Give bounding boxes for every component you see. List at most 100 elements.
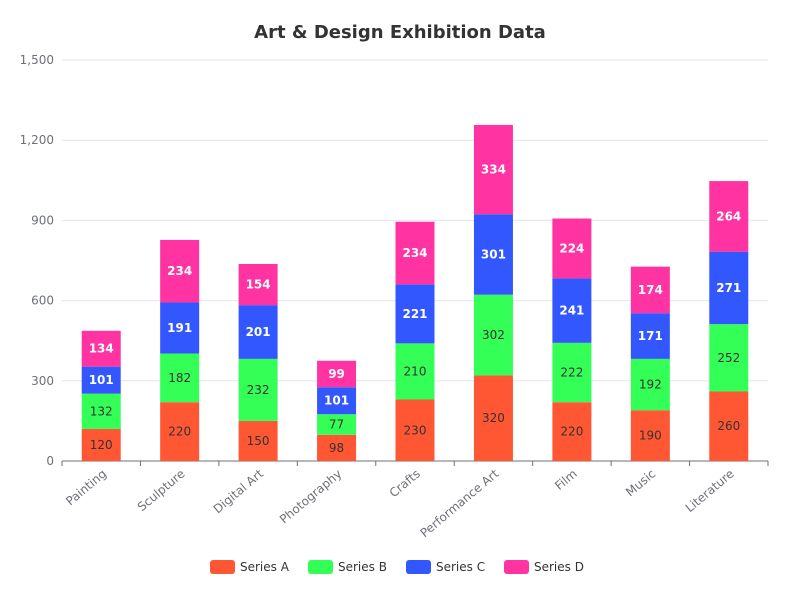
- bar-segment[interactable]: [395, 399, 435, 461]
- y-tick-label: 1,500: [20, 53, 54, 67]
- data-label: 192: [639, 378, 662, 392]
- data-label: 224: [559, 241, 584, 255]
- data-label: 150: [247, 434, 270, 448]
- bar-segment[interactable]: [395, 284, 435, 344]
- data-label: 301: [481, 247, 506, 261]
- bar-segment[interactable]: [552, 218, 592, 279]
- legend[interactable]: Series A Series B Series C Series D: [210, 560, 584, 574]
- x-tick-label: Literature: [683, 467, 737, 515]
- bar-segment[interactable]: [238, 420, 278, 461]
- data-label: 252: [717, 351, 740, 365]
- y-tick-label: 300: [31, 374, 54, 388]
- data-label: 201: [246, 325, 271, 339]
- bar-segment[interactable]: [552, 402, 592, 461]
- legend-swatch: [504, 560, 529, 574]
- bar-segment[interactable]: [81, 366, 121, 394]
- legend-label: Series A: [240, 560, 290, 574]
- data-labels: 120 132 101 134 220 182 191 234 150 232 201 154 98 77…: [89, 163, 742, 455]
- x-tick-label: Photography: [277, 467, 345, 527]
- data-label: 174: [638, 283, 663, 297]
- data-label: 260: [717, 419, 740, 433]
- bar-segment[interactable]: [81, 330, 121, 367]
- bar-segment[interactable]: [160, 402, 200, 461]
- x-tick-label: Film: [552, 467, 580, 493]
- x-tick-label: Music: [623, 467, 658, 500]
- y-tick-label: 600: [31, 294, 54, 308]
- bar-segment[interactable]: [473, 375, 513, 461]
- data-label: 320: [482, 411, 505, 425]
- bar-segment[interactable]: [709, 181, 749, 252]
- data-label: 77: [329, 418, 344, 432]
- data-label: 264: [716, 209, 741, 223]
- data-label: 230: [404, 423, 427, 437]
- legend-swatch: [210, 560, 235, 574]
- bar-segment[interactable]: [160, 239, 200, 303]
- bar-segment[interactable]: [473, 124, 513, 215]
- legend-item[interactable]: Series D: [504, 560, 584, 574]
- data-label: 134: [89, 342, 114, 356]
- bar-series: [81, 124, 749, 461]
- y-tick-label: 0: [46, 454, 54, 468]
- data-label: 234: [402, 246, 427, 260]
- data-label: 191: [167, 321, 192, 335]
- chart-title: Art & Design Exhibition Data: [254, 22, 546, 43]
- bar-segment[interactable]: [552, 278, 592, 343]
- data-label: 220: [560, 425, 583, 439]
- data-label: 221: [402, 307, 427, 321]
- bar-segment[interactable]: [473, 294, 513, 376]
- legend-label: Series B: [338, 560, 387, 574]
- x-tick-label: Painting: [63, 467, 109, 509]
- bar-segment[interactable]: [630, 266, 670, 314]
- bar-segment[interactable]: [473, 214, 513, 295]
- bar-segment[interactable]: [709, 324, 749, 392]
- data-label: 132: [90, 404, 113, 418]
- bar-segment[interactable]: [630, 358, 670, 411]
- bar-segment[interactable]: [81, 393, 121, 429]
- data-label: 210: [404, 364, 427, 378]
- bar-segment[interactable]: [238, 263, 278, 306]
- legend-item[interactable]: Series A: [210, 560, 290, 574]
- legend-swatch: [308, 560, 333, 574]
- bar-segment[interactable]: [160, 353, 200, 403]
- bar-segment[interactable]: [317, 434, 357, 461]
- bar-segment[interactable]: [395, 343, 435, 400]
- data-label: 232: [247, 383, 270, 397]
- bar-segment[interactable]: [317, 360, 357, 388]
- bar-segment[interactable]: [81, 428, 121, 461]
- data-label: 334: [481, 163, 506, 177]
- bar-segment[interactable]: [630, 313, 670, 359]
- bar-segment[interactable]: [238, 305, 278, 359]
- data-label: 154: [246, 278, 271, 292]
- data-label: 98: [329, 441, 344, 455]
- bar-segment[interactable]: [160, 302, 200, 354]
- data-label: 120: [90, 438, 113, 452]
- data-label: 171: [638, 329, 663, 343]
- legend-item[interactable]: Series C: [406, 560, 485, 574]
- bar-segment[interactable]: [395, 221, 435, 285]
- data-label: 101: [324, 394, 349, 408]
- legend-item[interactable]: Series B: [308, 560, 387, 574]
- legend-label: Series D: [534, 560, 584, 574]
- bar-segment[interactable]: [709, 391, 749, 461]
- bar-segment[interactable]: [552, 342, 592, 403]
- data-label: 101: [89, 373, 114, 387]
- legend-label: Series C: [436, 560, 485, 574]
- bar-segment[interactable]: [709, 251, 749, 325]
- bar-segment[interactable]: [317, 387, 357, 415]
- y-tick-label: 1,200: [20, 133, 54, 147]
- data-label: 190: [639, 429, 662, 443]
- data-label: 241: [559, 304, 584, 318]
- bar-segment[interactable]: [238, 358, 278, 421]
- x-tick-label: Crafts: [387, 467, 423, 501]
- bar-segment[interactable]: [630, 410, 670, 461]
- bar-segment[interactable]: [317, 414, 357, 435]
- data-label: 271: [716, 281, 741, 295]
- x-tick-label: Sculpture: [135, 467, 188, 514]
- data-label: 302: [482, 328, 505, 342]
- x-tick-label: Digital Art: [211, 466, 267, 516]
- data-label: 99: [328, 367, 345, 381]
- x-tick-label: Performance Art: [418, 466, 502, 540]
- legend-swatch: [406, 560, 431, 574]
